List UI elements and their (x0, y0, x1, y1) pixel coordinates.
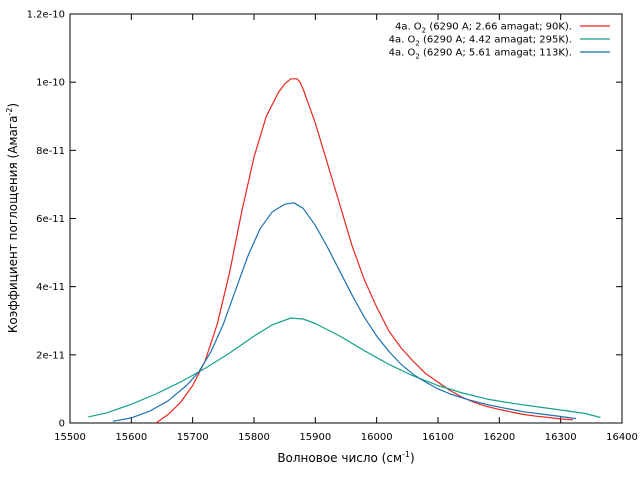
y-axis-label: Коэффициент поглощения (Амага-2) (5, 103, 20, 333)
x-axis-ticks: 15500 15600 15700 15800 15900 16000 16100 16200… (54, 14, 638, 443)
x-tick-label: 16200 (483, 432, 515, 443)
x-tick-label: 16400 (606, 432, 638, 443)
x-tick-label: 15900 (299, 432, 331, 443)
y-axis-ticks: 0 2e-11 4e-11 6e-11 8e-11 1e-10 1.2e-10 (27, 10, 622, 430)
y-tick-label: 8e-11 (36, 146, 65, 157)
y-tick-label: 1e-10 (36, 78, 65, 89)
x-tick-label: 16100 (422, 432, 454, 443)
y-tick-label: 2e-11 (36, 350, 65, 361)
x-tick-label: 15500 (54, 432, 86, 443)
y-tick-label: 0 (59, 419, 65, 430)
series-line-2 (88, 317, 601, 419)
series-line-3 (112, 202, 577, 422)
legend-label-2: 4a. O2 (6290 A; 4.42 amagat; 295K). (389, 35, 572, 48)
legend-label-3: 4a. O2 (6290 A; 5.61 amagat; 113K). (389, 48, 572, 61)
data-series (88, 78, 601, 424)
plot-frame (69, 13, 623, 424)
series-line-1 (155, 78, 573, 424)
y-tick-label: 4e-11 (36, 282, 65, 293)
x-tick-label: 15600 (115, 432, 147, 443)
x-tick-label: 16000 (361, 432, 393, 443)
x-tick-label: 16300 (545, 432, 577, 443)
legend: 4a. O2 (6290 A; 2.66 amagat; 90K).4a. O2… (389, 22, 610, 61)
x-axis-label: Волновое число (см-1) (277, 450, 414, 465)
y-tick-label: 1.2e-10 (27, 10, 65, 21)
x-tick-label: 15800 (238, 432, 270, 443)
x-tick-label: 15700 (177, 432, 209, 443)
y-tick-label: 6e-11 (36, 214, 65, 225)
legend-label-1: 4a. O2 (6290 A; 2.66 amagat; 90K). (395, 22, 572, 35)
